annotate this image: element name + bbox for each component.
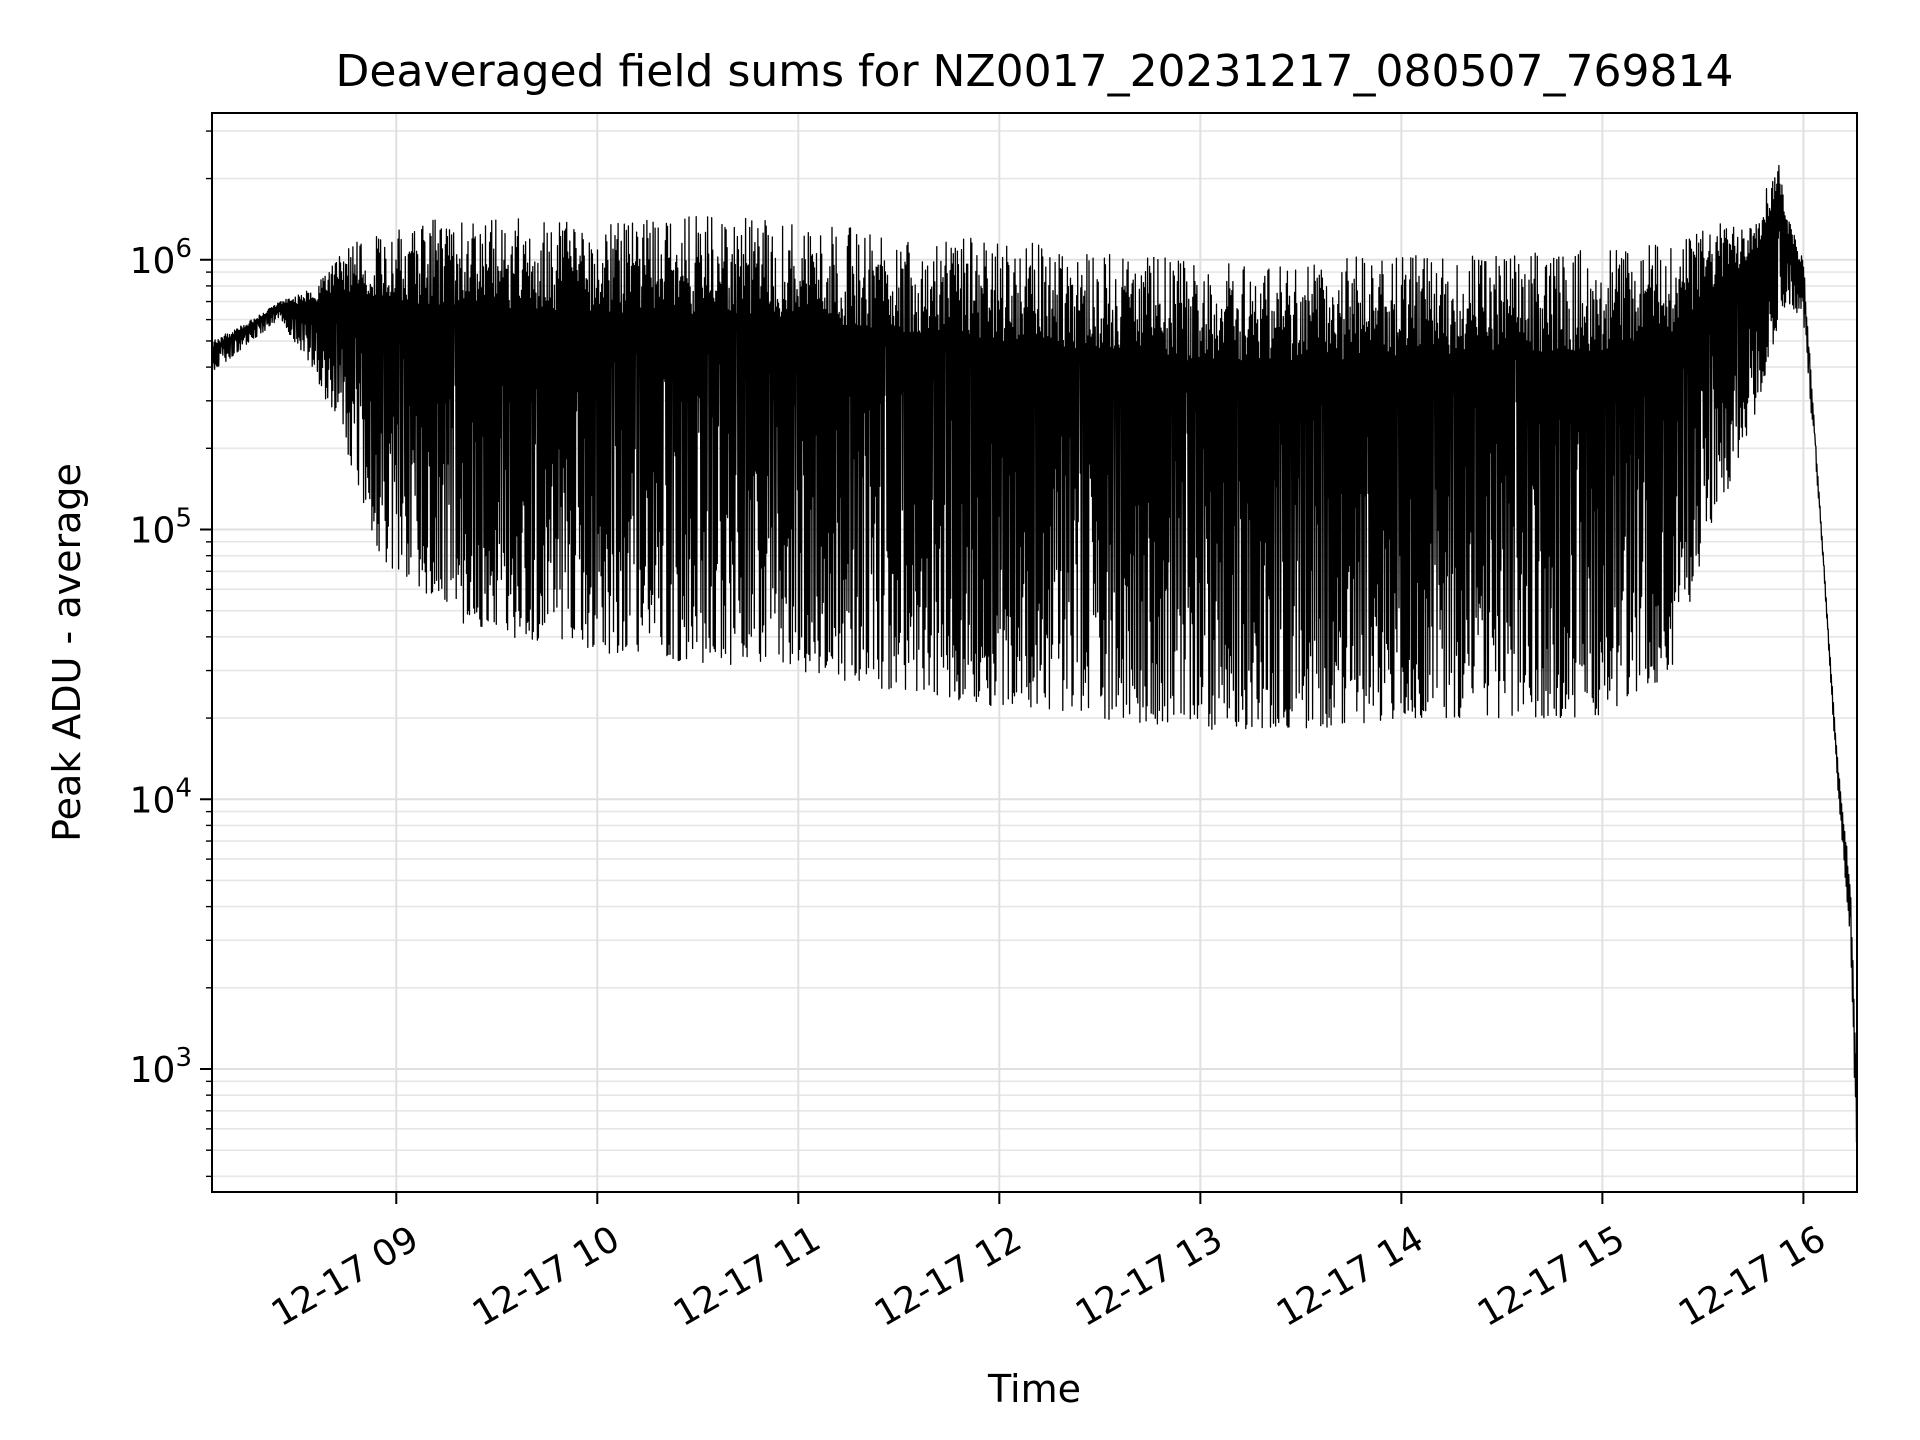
x-tick-label: 12-17 16 bbox=[1672, 1218, 1833, 1334]
x-tick-label: 12-17 14 bbox=[1270, 1218, 1431, 1334]
x-axis-label: Time bbox=[987, 1367, 1081, 1411]
y-tick-label: 103 bbox=[130, 1043, 192, 1091]
series-layer bbox=[211, 164, 1858, 1143]
x-tick-label: 12-17 12 bbox=[868, 1218, 1029, 1334]
chart-title: Deaveraged field sums for NZ0017_2023121… bbox=[336, 46, 1734, 97]
plot-frame bbox=[211, 112, 1858, 1193]
x-tick-label: 12-17 10 bbox=[466, 1218, 627, 1334]
x-tick-label: 12-17 09 bbox=[265, 1218, 426, 1334]
y-tick-label: 104 bbox=[130, 773, 192, 821]
y-tick-label: 105 bbox=[130, 504, 192, 552]
x-tick-label: 12-17 13 bbox=[1069, 1218, 1230, 1334]
x-tick-label: 12-17 15 bbox=[1471, 1218, 1632, 1334]
y-tick-label: 106 bbox=[130, 234, 192, 282]
y-axis-label: Peak ADU - average bbox=[45, 463, 89, 842]
x-tick-label: 12-17 11 bbox=[667, 1218, 828, 1334]
series-line-0 bbox=[211, 164, 1858, 1143]
